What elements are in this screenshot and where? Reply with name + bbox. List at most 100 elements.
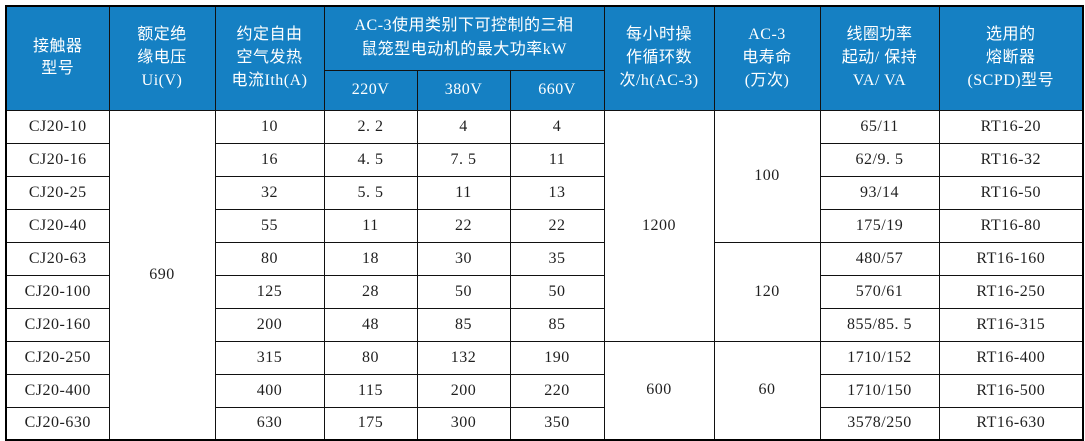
cell-ui-merged: 690 — [108, 109, 216, 441]
cell-model: CJ20-63 — [5, 241, 110, 276]
cell-life-merged: 60 — [713, 340, 821, 441]
cell-fuse: RT16-250 — [938, 274, 1084, 309]
cell-380v: 200 — [416, 373, 511, 408]
table-row: CJ20-16 16 4. 5 7. 5 11 62/9. 5 RT16-32 — [5, 142, 1084, 177]
cell-ith: 16 — [214, 142, 325, 177]
cell-model: CJ20-16 — [5, 142, 110, 177]
spec-table: 接触器 型号 额定绝 缘电压 Ui(V) 约定自由 空气发热 电流Ith(A) … — [5, 5, 1085, 441]
cell-model: CJ20-40 — [5, 208, 110, 243]
header-220v: 220V — [323, 69, 418, 111]
cell-380v: 22 — [416, 208, 511, 243]
cell-220v: 28 — [323, 274, 418, 309]
header-insulation-voltage: 额定绝 缘电压 Ui(V) — [108, 5, 216, 111]
cell-model: CJ20-10 — [5, 109, 110, 144]
header-row-top: 接触器 型号 额定绝 缘电压 Ui(V) 约定自由 空气发热 电流Ith(A) … — [5, 5, 1084, 111]
cell-model: CJ20-25 — [5, 175, 110, 210]
cell-380v: 85 — [416, 307, 511, 342]
cell-220v: 11 — [323, 208, 418, 243]
header-380v: 380V — [416, 69, 511, 111]
cell-660v: 13 — [509, 175, 605, 210]
table-row: CJ20-10 690 10 2. 2 4 4 1200 100 65/11 R… — [5, 109, 1084, 441]
cell-model: CJ20-630 — [5, 406, 110, 441]
cell-660v: 85 — [509, 307, 605, 342]
cell-cycles-merged: 600 — [603, 340, 715, 441]
cell-660v: 4 — [509, 109, 605, 144]
table-row: CJ20-100 125 28 50 50 570/61 RT16-250 — [5, 274, 1084, 309]
cell-fuse: RT16-32 — [938, 142, 1084, 177]
cell-fuse: RT16-80 — [938, 208, 1084, 243]
cell-380v: 132 — [416, 340, 511, 375]
cell-fuse: RT16-160 — [938, 241, 1084, 276]
cell-coil: 855/85. 5 — [819, 307, 940, 342]
header-cycles-per-hour: 每小时操 作循环数 次/h(AC-3) — [603, 5, 715, 111]
cell-ith: 400 — [214, 373, 325, 408]
cell-220v: 5. 5 — [323, 175, 418, 210]
cell-660v: 190 — [509, 340, 605, 375]
cell-fuse: RT16-50 — [938, 175, 1084, 210]
cell-220v: 115 — [323, 373, 418, 408]
header-max-power-group: AC-3使用类别下可控制的三相 鼠笼型电动机的最大功率kW — [323, 5, 605, 71]
cell-ith: 315 — [214, 340, 325, 375]
cell-fuse: RT16-400 — [938, 340, 1084, 375]
header-model: 接触器 型号 — [5, 5, 110, 111]
table-row: CJ20-400 400 115 200 220 1710/150 RT16-5… — [5, 373, 1084, 408]
cell-ith: 10 — [214, 109, 325, 144]
cell-coil: 1710/150 — [819, 373, 940, 408]
cell-fuse: RT16-500 — [938, 373, 1084, 408]
cell-ith: 80 — [214, 241, 325, 276]
cell-life-merged: 120 — [713, 241, 821, 342]
cell-ith: 55 — [214, 208, 325, 243]
cell-coil: 1710/152 — [819, 340, 940, 375]
cell-660v: 50 — [509, 274, 605, 309]
cell-model: CJ20-100 — [5, 274, 110, 309]
cell-ith: 630 — [214, 406, 325, 441]
table-row: CJ20-25 32 5. 5 11 13 93/14 RT16-50 — [5, 175, 1084, 210]
cell-coil: 3578/250 — [819, 406, 940, 441]
cell-fuse: RT16-20 — [938, 109, 1084, 144]
cell-coil: 62/9. 5 — [819, 142, 940, 177]
cell-380v: 7. 5 — [416, 142, 511, 177]
cell-380v: 300 — [416, 406, 511, 441]
cell-660v: 22 — [509, 208, 605, 243]
cell-model: CJ20-160 — [5, 307, 110, 342]
table-row: CJ20-40 55 11 22 22 175/19 RT16-80 — [5, 208, 1084, 243]
cell-220v: 4. 5 — [323, 142, 418, 177]
cell-ith: 125 — [214, 274, 325, 309]
table-row: CJ20-250 315 80 132 190 600 60 1710/152 … — [5, 340, 1084, 441]
table-body: CJ20-10 690 10 2. 2 4 4 1200 100 65/11 R… — [5, 109, 1084, 441]
cell-fuse: RT16-315 — [938, 307, 1084, 342]
cell-220v: 80 — [323, 340, 418, 375]
header-thermal-current: 约定自由 空气发热 电流Ith(A) — [214, 5, 325, 111]
cell-660v: 220 — [509, 373, 605, 408]
cell-660v: 11 — [509, 142, 605, 177]
table-header: 接触器 型号 额定绝 缘电压 Ui(V) 约定自由 空气发热 电流Ith(A) … — [5, 5, 1084, 111]
cell-220v: 18 — [323, 241, 418, 276]
cell-model: CJ20-250 — [5, 340, 110, 375]
cell-380v: 4 — [416, 109, 511, 144]
cell-380v: 50 — [416, 274, 511, 309]
cell-cycles-merged: 1200 — [603, 109, 715, 342]
header-electrical-life: AC-3 电寿命 (万次) — [713, 5, 821, 111]
header-coil-power: 线圈功率 起动/ 保持 VA/ VA — [819, 5, 940, 111]
cell-coil: 65/11 — [819, 109, 940, 144]
cell-coil: 93/14 — [819, 175, 940, 210]
cell-660v: 350 — [509, 406, 605, 441]
cell-coil: 480/57 — [819, 241, 940, 276]
cell-fuse: RT16-630 — [938, 406, 1084, 441]
header-row-sub: 220V 380V 660V — [6, 69, 1083, 111]
cell-220v: 175 — [323, 406, 418, 441]
cell-220v: 2. 2 — [323, 109, 418, 144]
cell-380v: 11 — [416, 175, 511, 210]
cell-coil: 175/19 — [819, 208, 940, 243]
cell-ith: 32 — [214, 175, 325, 210]
cell-life-merged: 100 — [713, 109, 821, 243]
cell-model: CJ20-400 — [5, 373, 110, 408]
header-660v: 660V — [509, 69, 605, 111]
cell-380v: 30 — [416, 241, 511, 276]
cell-220v: 48 — [323, 307, 418, 342]
cell-coil: 570/61 — [819, 274, 940, 309]
header-fuse-type: 选用的 熔断器 (SCPD)型号 — [938, 5, 1084, 111]
cell-ith: 200 — [214, 307, 325, 342]
cell-660v: 35 — [509, 241, 605, 276]
